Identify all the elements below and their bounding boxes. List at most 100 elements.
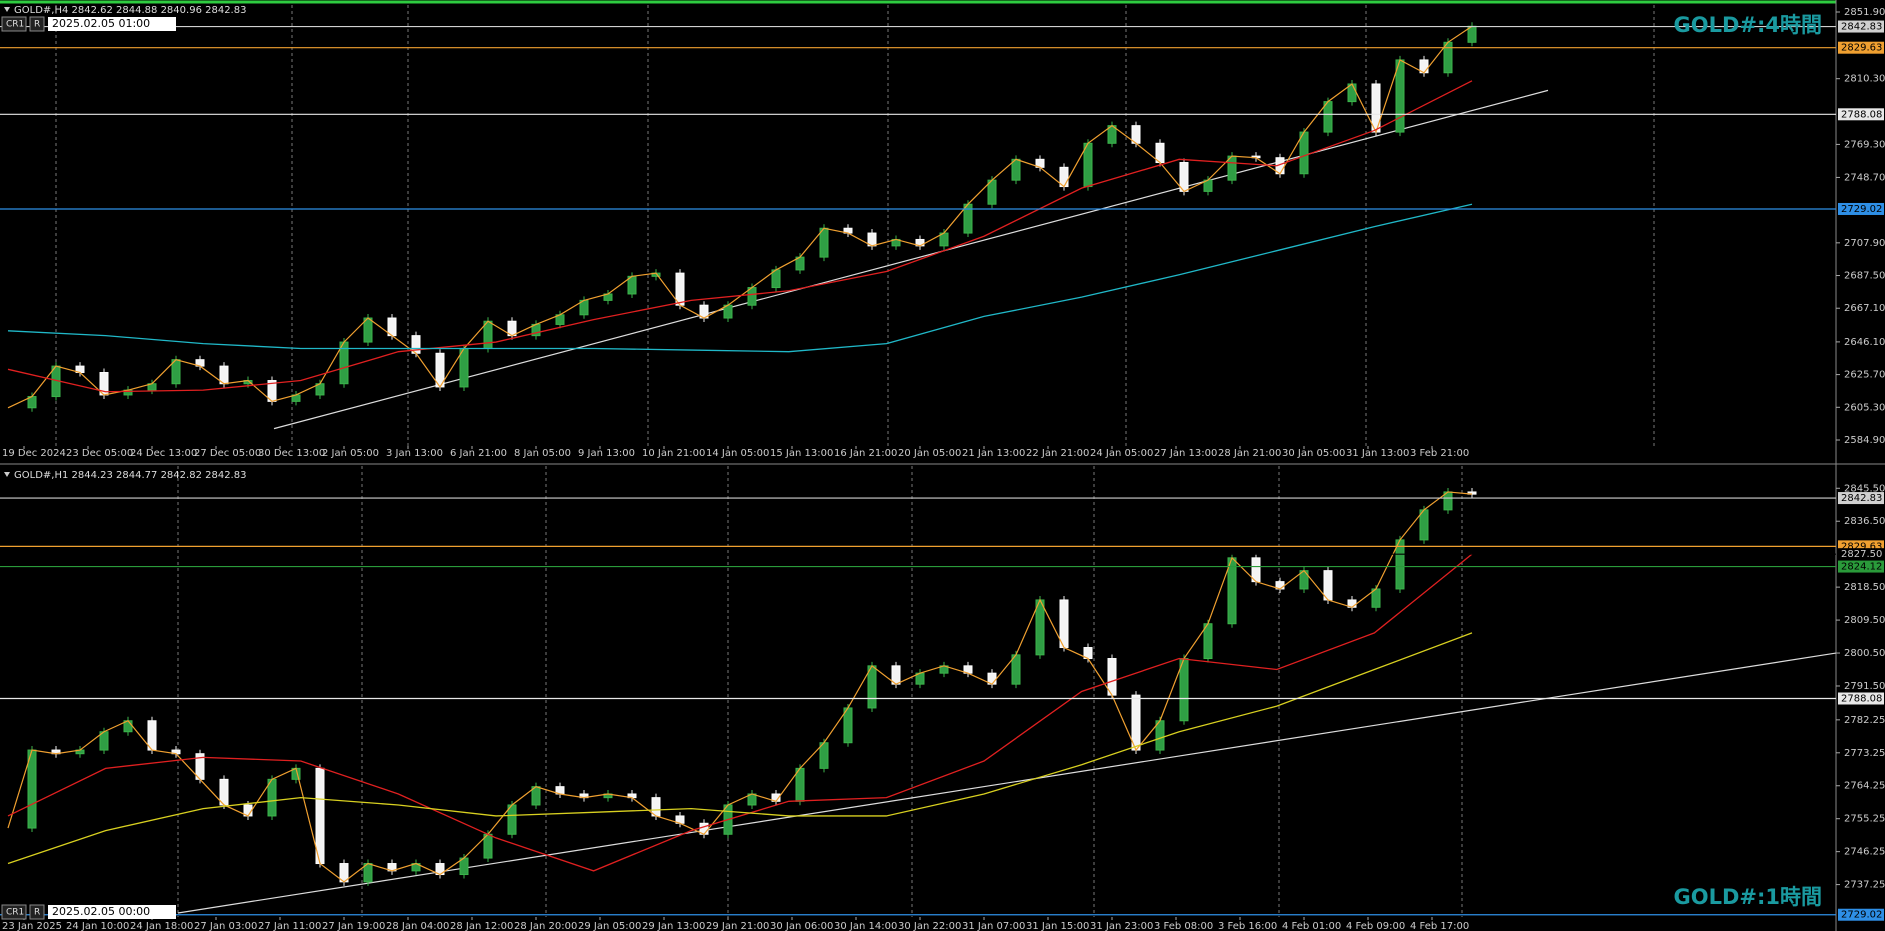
y-tick-label: 2800.50 bbox=[1844, 648, 1885, 659]
x-tick-label: 14 Jan 05:00 bbox=[706, 448, 769, 459]
price-level-label: 2788.08 bbox=[1841, 109, 1882, 120]
cr-button: CR1 bbox=[6, 908, 24, 918]
collapse-icon bbox=[4, 472, 10, 477]
date-text: 2025.02.05 00:00 bbox=[52, 905, 150, 918]
candle bbox=[675, 272, 685, 306]
y-tick-label: 2667.10 bbox=[1844, 303, 1885, 314]
candle bbox=[483, 320, 493, 349]
x-tick-label: 24 Dec 13:00 bbox=[130, 448, 197, 459]
candle bbox=[1395, 59, 1405, 133]
price-level-box bbox=[1838, 560, 1884, 573]
y-tick-label: 2687.50 bbox=[1844, 271, 1885, 282]
x-tick-label: 15 Jan 13:00 bbox=[770, 448, 833, 459]
price-level-box bbox=[1838, 908, 1884, 921]
x-tick-label: 31 Jan 13:00 bbox=[1346, 448, 1409, 459]
x-tick-label: 30 Jan 22:00 bbox=[898, 921, 961, 931]
moving-average bbox=[7, 632, 1473, 865]
candle bbox=[315, 767, 325, 865]
price-level-box bbox=[1838, 41, 1884, 54]
price-level-box bbox=[1838, 492, 1884, 505]
candle bbox=[1059, 599, 1069, 649]
y-tick-label: 2851.90 bbox=[1844, 7, 1885, 18]
price-level-box bbox=[1838, 202, 1884, 215]
x-tick-label: 4 Feb 01:00 bbox=[1282, 921, 1341, 931]
candle bbox=[1083, 142, 1093, 188]
timeframe-label: GOLD#:1時間 bbox=[1673, 885, 1822, 909]
y-tick-label: 2810.30 bbox=[1844, 74, 1885, 85]
y-tick-label: 2737.25 bbox=[1844, 880, 1885, 891]
price-level-box bbox=[1838, 692, 1884, 705]
x-tick-label: 27 Dec 05:00 bbox=[194, 448, 261, 459]
y-tick-label: 2809.50 bbox=[1844, 615, 1885, 626]
x-tick-label: 27 Jan 13:00 bbox=[1154, 448, 1217, 459]
x-tick-label: 24 Jan 18:00 bbox=[130, 921, 193, 931]
x-tick-label: 29 Jan 13:00 bbox=[642, 921, 705, 931]
x-tick-label: 3 Feb 16:00 bbox=[1218, 921, 1277, 931]
x-tick-label: 30 Jan 14:00 bbox=[834, 921, 897, 931]
cr-button-box bbox=[1, 16, 27, 32]
candle bbox=[1323, 101, 1333, 133]
x-tick-label: 4 Feb 17:00 bbox=[1410, 921, 1469, 931]
price-level-label: 2829.63 bbox=[1841, 541, 1882, 552]
price-level-label: 2829.63 bbox=[1841, 43, 1882, 54]
r-button: R bbox=[34, 20, 40, 30]
y-tick-label: 2625.70 bbox=[1844, 370, 1885, 381]
y-tick-label: 2845.50 bbox=[1844, 483, 1885, 494]
date-box bbox=[48, 17, 176, 31]
r-button-box bbox=[29, 16, 45, 32]
candle bbox=[147, 720, 157, 751]
y-tick-label: 2773.25 bbox=[1844, 748, 1885, 759]
price-level-label: 2827.50 bbox=[1841, 549, 1882, 560]
candle bbox=[459, 347, 469, 388]
price-level-label: 2824.12 bbox=[1841, 562, 1882, 573]
trendline bbox=[177, 652, 1836, 914]
x-tick-label: 24 Jan 05:00 bbox=[1090, 448, 1153, 459]
candle bbox=[795, 767, 805, 802]
moving-average bbox=[7, 203, 1473, 353]
candle bbox=[1107, 658, 1117, 696]
candle bbox=[819, 227, 829, 258]
r-button-box bbox=[29, 904, 45, 920]
x-tick-label: 31 Jan 07:00 bbox=[962, 921, 1025, 931]
x-tick-label: 6 Jan 21:00 bbox=[450, 448, 507, 459]
x-tick-label: 30 Jan 05:00 bbox=[1282, 448, 1345, 459]
price-level-box bbox=[1838, 20, 1884, 33]
moving-average bbox=[7, 553, 1473, 872]
x-tick-label: 3 Feb 08:00 bbox=[1154, 921, 1213, 931]
x-tick-label: 9 Jan 13:00 bbox=[578, 448, 635, 459]
cr-button-box bbox=[1, 904, 27, 920]
candle bbox=[1323, 570, 1333, 601]
collapse-icon bbox=[4, 7, 10, 12]
y-tick-label: 2584.90 bbox=[1844, 435, 1885, 446]
x-tick-label: 8 Jan 05:00 bbox=[514, 448, 571, 459]
moving-average bbox=[7, 80, 1473, 393]
x-tick-label: 29 Jan 21:00 bbox=[706, 921, 769, 931]
candle bbox=[1035, 599, 1045, 656]
y-tick-label: 2791.50 bbox=[1844, 681, 1885, 692]
x-tick-label: 3 Feb 21:00 bbox=[1410, 448, 1469, 459]
x-tick-label: 10 Jan 21:00 bbox=[642, 448, 705, 459]
candle bbox=[1011, 654, 1021, 685]
y-tick-label: 2818.50 bbox=[1844, 582, 1885, 593]
r-button: R bbox=[34, 908, 40, 918]
candle bbox=[1131, 694, 1141, 751]
x-tick-label: 30 Dec 13:00 bbox=[258, 448, 325, 459]
y-tick-label: 2836.50 bbox=[1844, 516, 1885, 527]
chart-header: GOLD#,H4 2842.62 2844.88 2840.96 2842.83 bbox=[14, 5, 246, 16]
plot-area bbox=[0, 5, 1836, 446]
candle bbox=[1203, 623, 1213, 660]
cr-button: CR1 bbox=[6, 20, 24, 30]
candle bbox=[1179, 658, 1189, 722]
candle bbox=[507, 804, 517, 835]
candle bbox=[1395, 539, 1405, 590]
price-level-label: 2729.02 bbox=[1841, 204, 1882, 215]
x-tick-label: 23 Jan 2025 bbox=[2, 921, 62, 931]
price-level-box bbox=[1838, 108, 1884, 121]
candle bbox=[27, 749, 37, 829]
price-level-label: 2788.08 bbox=[1841, 694, 1882, 705]
x-tick-label: 19 Dec 2024 bbox=[2, 448, 66, 459]
price-level-label: 2729.02 bbox=[1841, 910, 1882, 921]
date-text: 2025.02.05 01:00 bbox=[52, 17, 150, 30]
